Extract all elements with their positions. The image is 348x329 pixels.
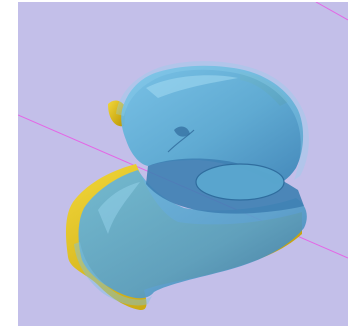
- blue-mesh-inner-oval: [195, 163, 285, 201]
- 3d-viewport[interactable]: [18, 2, 348, 326]
- axis-line-corner: [315, 2, 348, 21]
- mesh-highlight-top: [146, 75, 238, 98]
- mesh-highlight-lower: [98, 182, 140, 234]
- blue-mesh-upper-lobe: [121, 65, 304, 184]
- mesh-notch-line: [167, 129, 195, 153]
- mesh-notch: [174, 126, 190, 137]
- render-canvas: [18, 2, 348, 326]
- blue-mesh-lower-lobe: [78, 170, 307, 299]
- blue-mesh-lower-shell: [74, 242, 152, 306]
